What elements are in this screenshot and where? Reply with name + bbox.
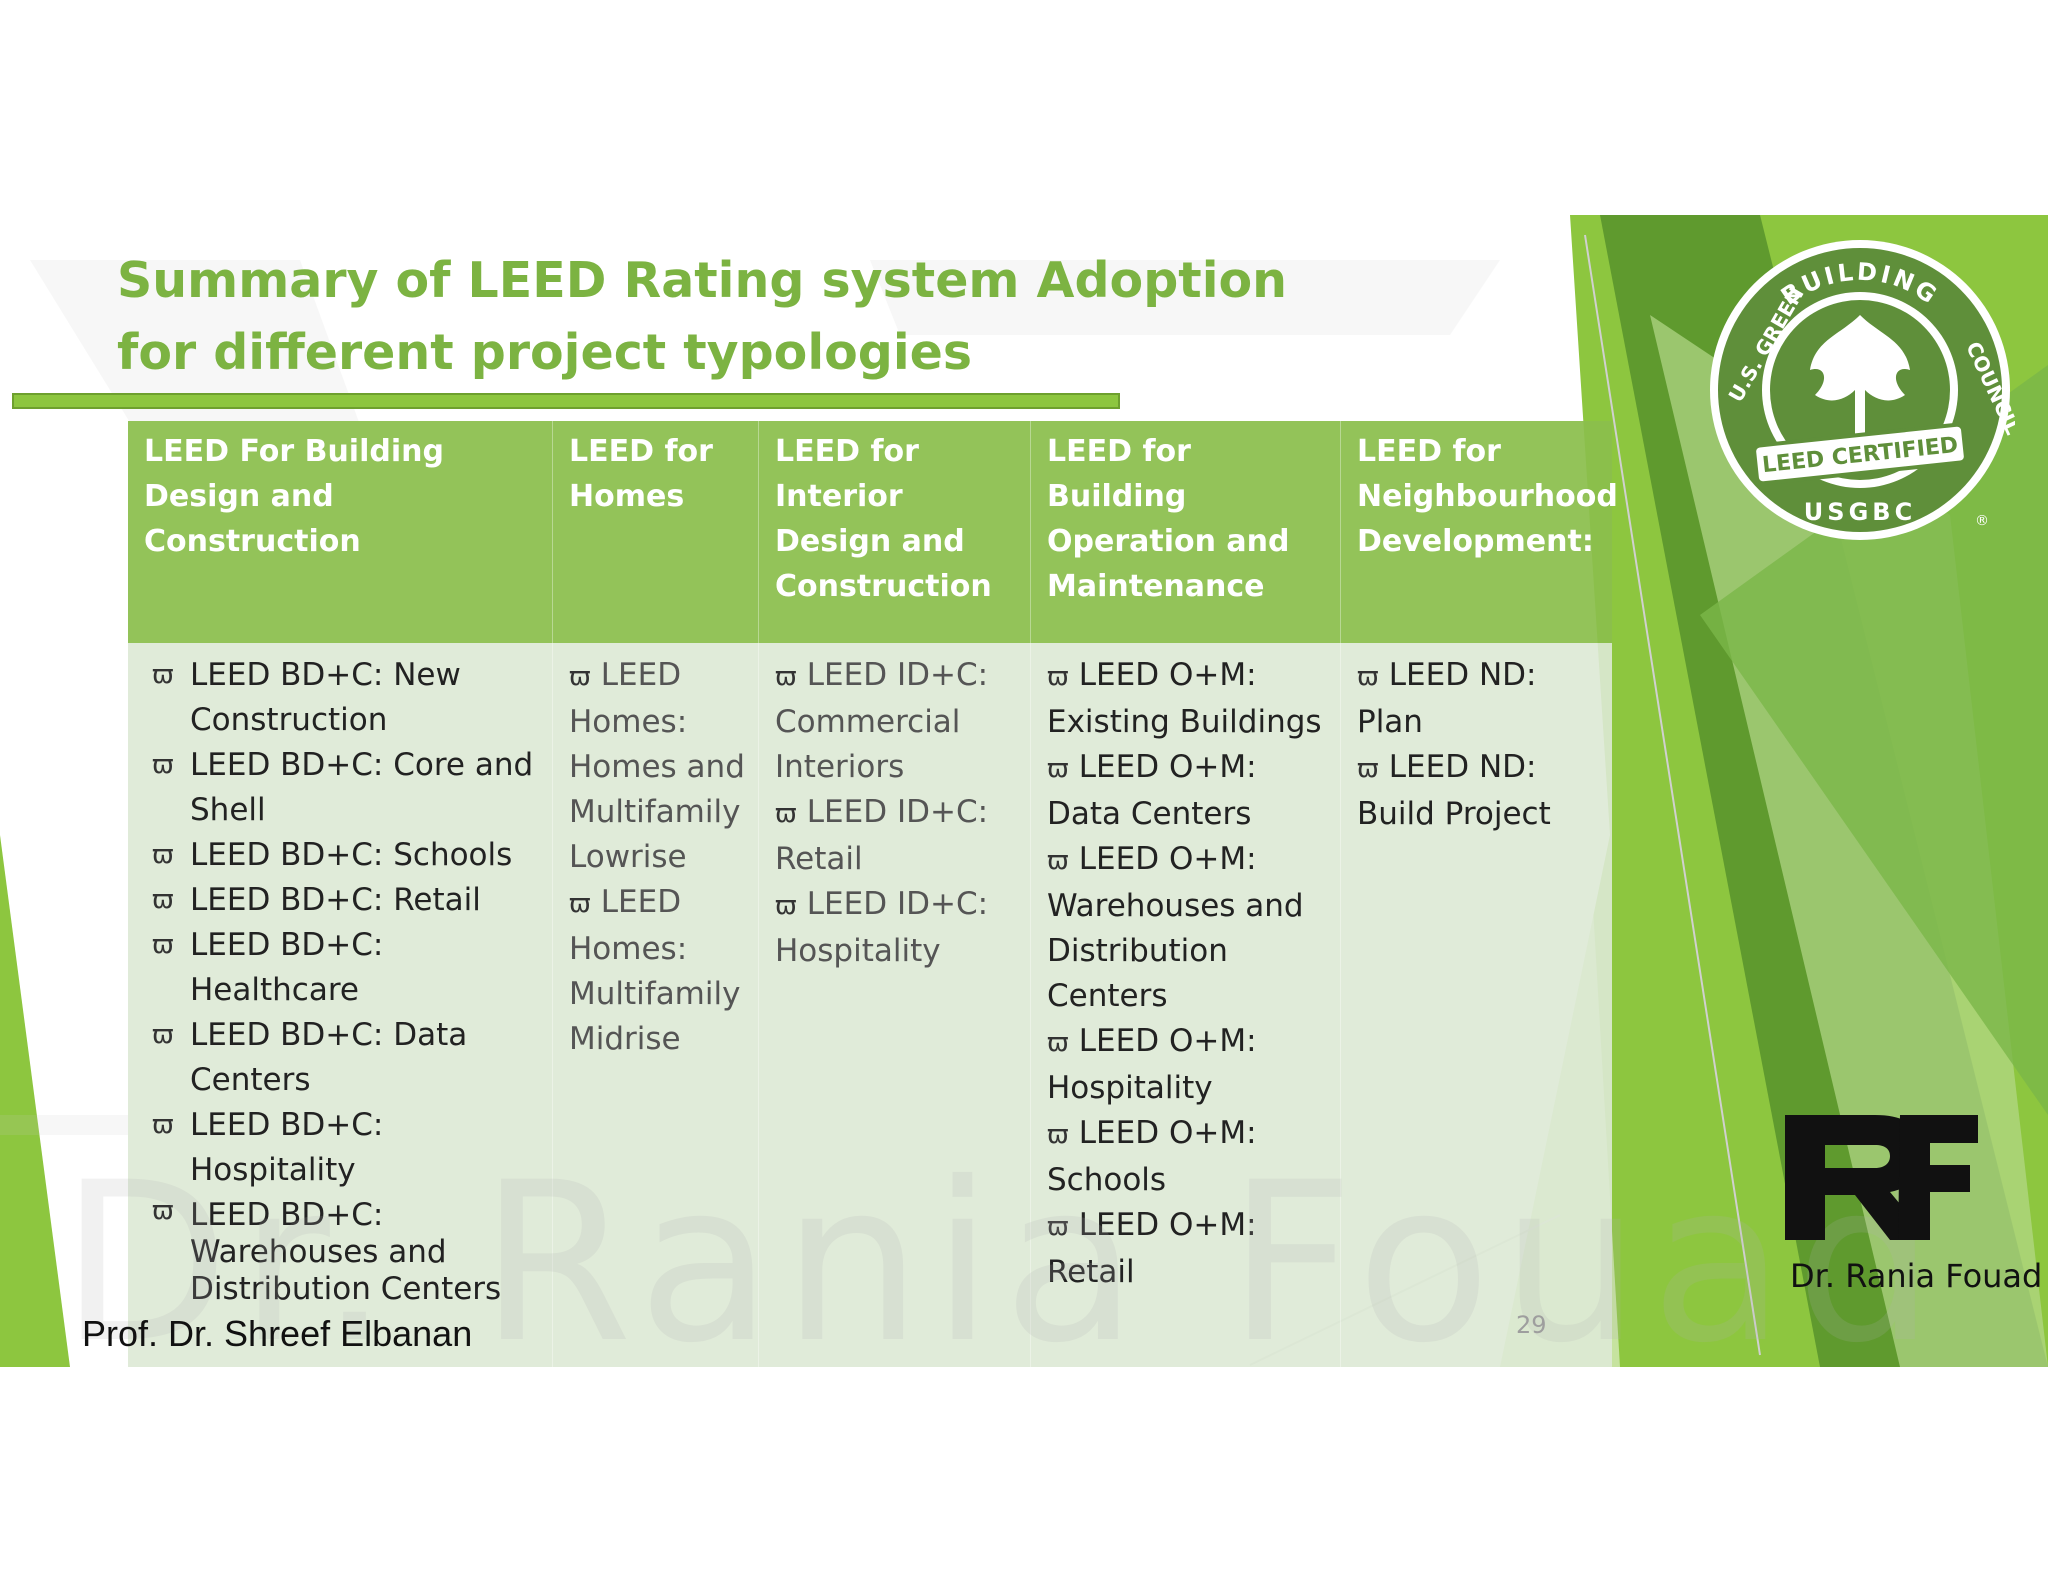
registered-mark: ®	[1975, 513, 1989, 529]
column-header: LEED for Homes	[552, 421, 758, 643]
list-item: ϖ LEED BD+C: Data Centers	[144, 1013, 542, 1103]
list-item: ϖ LEED ID+C: Retail	[775, 790, 1020, 882]
bullet-icon: ϖ	[1357, 754, 1379, 784]
bullet-icon: ϖ	[775, 891, 797, 921]
bullet-icon: ϖ	[775, 662, 797, 692]
column-body: ϖ LEED Homes: Homes and Multifamily Lowri…	[552, 643, 758, 1367]
bullet-icon: ϖ	[1047, 1028, 1069, 1058]
column-header: LEED for Building Operation and Maintena…	[1030, 421, 1340, 643]
column-header: LEED For Building Design and Constructio…	[128, 421, 552, 643]
slide-title: Summary of LEED Rating system Adoption f…	[117, 252, 1288, 381]
column-body: ϖ LEED O+M: Existing Buildings ϖ LEED O+M:…	[1030, 643, 1340, 1367]
list-item-text: LEED O+M: Retail	[1047, 1207, 1257, 1290]
list-item: ϖ LEED BD+C: Core and Shell	[144, 743, 542, 833]
column-body: ϖ LEED BD+C: New Construction ϖ LEED BD+C:…	[128, 643, 552, 1367]
slide: Summary of LEED Rating system Adoption f…	[0, 215, 2048, 1367]
column-header: LEED for Interior Design and Constructio…	[758, 421, 1030, 643]
bullet-icon: ϖ	[569, 662, 591, 692]
bullet-icon: ϖ	[152, 1110, 174, 1140]
list-item: ϖ LEED Homes: Multifamily Midrise	[569, 880, 748, 1062]
list-item: ϖ LEED BD+C: New Construction	[144, 653, 542, 743]
left-green-wedge	[0, 835, 70, 1367]
list-item-text: LEED BD+C: Retail	[190, 882, 481, 918]
list-item: ϖ LEED O+M: Retail	[1047, 1203, 1330, 1295]
list-item: ϖ LEED BD+C: Retail	[144, 878, 542, 923]
leaf-icon	[1810, 315, 1910, 450]
list-item: ϖ LEED ND: Build Project	[1357, 745, 1602, 837]
list-item: ϖ LEED Homes: Homes and Multifamily Lowri…	[569, 653, 748, 880]
bullet-icon: ϖ	[1047, 662, 1069, 692]
column-body: ϖ LEED ID+C: Commercial Interiors ϖ LEED I…	[758, 643, 1030, 1367]
bullet-icon: ϖ	[775, 799, 797, 829]
bullet-icon: ϖ	[1357, 662, 1379, 692]
list-item-text: LEED ID+C: Commercial Interiors	[775, 657, 989, 785]
list-item-text: LEED Homes: Multifamily Midrise	[569, 884, 741, 1057]
list-item: ϖ LEED O+M: Schools	[1047, 1111, 1330, 1203]
list-item-text: LEED ND: Plan	[1357, 657, 1537, 740]
list-item: ϖ LEED BD+C: Warehouses and Distribution …	[144, 1193, 542, 1308]
bullet-icon: ϖ	[152, 885, 174, 915]
watermark-text: Dr. Rania Fouad	[60, 1135, 1945, 1367]
list-item-text: LEED BD+C: Data Centers	[190, 1017, 468, 1098]
list-item-text: LEED O+M: Hospitality	[1047, 1023, 1257, 1106]
bullet-icon: ϖ	[1047, 846, 1069, 876]
leed-summary-table: LEED For Building Design and Constructio…	[128, 421, 1618, 1367]
rf-logo-caption: Dr. Rania Fouad	[1790, 1257, 2043, 1295]
list-item: ϖ LEED O+M: Warehouses and Distribution C…	[1047, 837, 1330, 1019]
list-item: ϖ LEED BD+C: Healthcare	[144, 923, 542, 1013]
table-column: LEED for Neighbourhood Development: ϖ LEE…	[1340, 421, 1618, 1367]
list-item: ϖ LEED ND: Plan	[1357, 653, 1602, 745]
list-item-text: LEED O+M: Data Centers	[1047, 749, 1257, 832]
bullet-icon: ϖ	[1047, 1212, 1069, 1242]
list-item-text: LEED Homes: Homes and Multifamily Lowris…	[569, 657, 745, 875]
list-item-text: LEED BD+C: Healthcare	[190, 927, 384, 1008]
table-column: LEED for Interior Design and Constructio…	[758, 421, 1030, 1367]
list-item: ϖ LEED ID+C: Hospitality	[775, 882, 1020, 974]
list-item: ϖ LEED BD+C: Hospitality	[144, 1103, 542, 1193]
logo-banner	[1752, 422, 1968, 486]
list-item: ϖ LEED O+M: Data Centers	[1047, 745, 1330, 837]
column-body: ϖ LEED ND: Plan ϖ LEED ND: Build Project	[1340, 643, 1612, 1367]
bullet-icon: ϖ	[569, 889, 591, 919]
list-item-text: LEED O+M: Schools	[1047, 1115, 1257, 1198]
list-item-text: LEED O+M: Existing Buildings	[1047, 657, 1322, 740]
usgbc-leed-logo: BUILDING U.S. GREEN COUNCIL LEED CERTIFI…	[1710, 240, 2015, 540]
list-item-text: LEED ID+C: Retail	[775, 794, 989, 877]
rf-letter-f	[1898, 1115, 1978, 1240]
logo-bottom-text: USGBC	[1804, 498, 1916, 526]
bullet-icon: ϖ	[1047, 754, 1069, 784]
table-column: LEED for Building Operation and Maintena…	[1030, 421, 1340, 1367]
list-item: ϖ LEED BD+C: Schools	[144, 833, 542, 878]
bullet-icon: ϖ	[152, 660, 174, 690]
bullet-icon: ϖ	[152, 1020, 174, 1050]
rf-logo	[1785, 1115, 1978, 1240]
bullet-icon: ϖ	[1047, 1120, 1069, 1150]
title-underline-bar	[12, 393, 1120, 409]
list-item-text: LEED ID+C: Hospitality	[775, 886, 989, 969]
list-item: ϖ LEED O+M: Hospitality	[1047, 1019, 1330, 1111]
list-item-text: LEED BD+C: Hospitality	[190, 1107, 384, 1188]
author-name: Prof. Dr. Shreef Elbanan	[82, 1313, 473, 1354]
bullet-icon: ϖ	[152, 840, 174, 870]
list-item: ϖ LEED O+M: Existing Buildings	[1047, 653, 1330, 745]
list-item-text: LEED O+M: Warehouses and Distribution Ce…	[1047, 841, 1304, 1014]
list-item-text: LEED BD+C: Schools	[190, 837, 513, 873]
bullet-icon: ϖ	[152, 930, 174, 960]
list-item-text: LEED BD+C: Core and Shell	[190, 747, 534, 828]
table-column: LEED for Homes ϖ LEED Homes: Homes and Mu…	[552, 421, 758, 1367]
list-item-text: LEED BD+C: New Construction	[190, 657, 461, 738]
right-mid-stripe	[1700, 365, 2048, 1115]
bullet-icon: ϖ	[152, 750, 174, 780]
list-item-text: LEED BD+C: Warehouses and Distribution C…	[190, 1197, 502, 1307]
column-header: LEED for Neighbourhood Development:	[1340, 421, 1618, 643]
list-item-text: LEED ND: Build Project	[1357, 749, 1551, 832]
bullet-icon: ϖ	[152, 1196, 174, 1226]
watermark-shape	[870, 260, 1500, 335]
list-item: ϖ LEED ID+C: Commercial Interiors	[775, 653, 1020, 790]
page-number: 29	[1516, 1311, 1547, 1339]
rf-letter-r	[1785, 1115, 1930, 1240]
diagonal-line	[1584, 234, 1761, 1356]
table-column: LEED For Building Design and Constructio…	[128, 421, 552, 1367]
